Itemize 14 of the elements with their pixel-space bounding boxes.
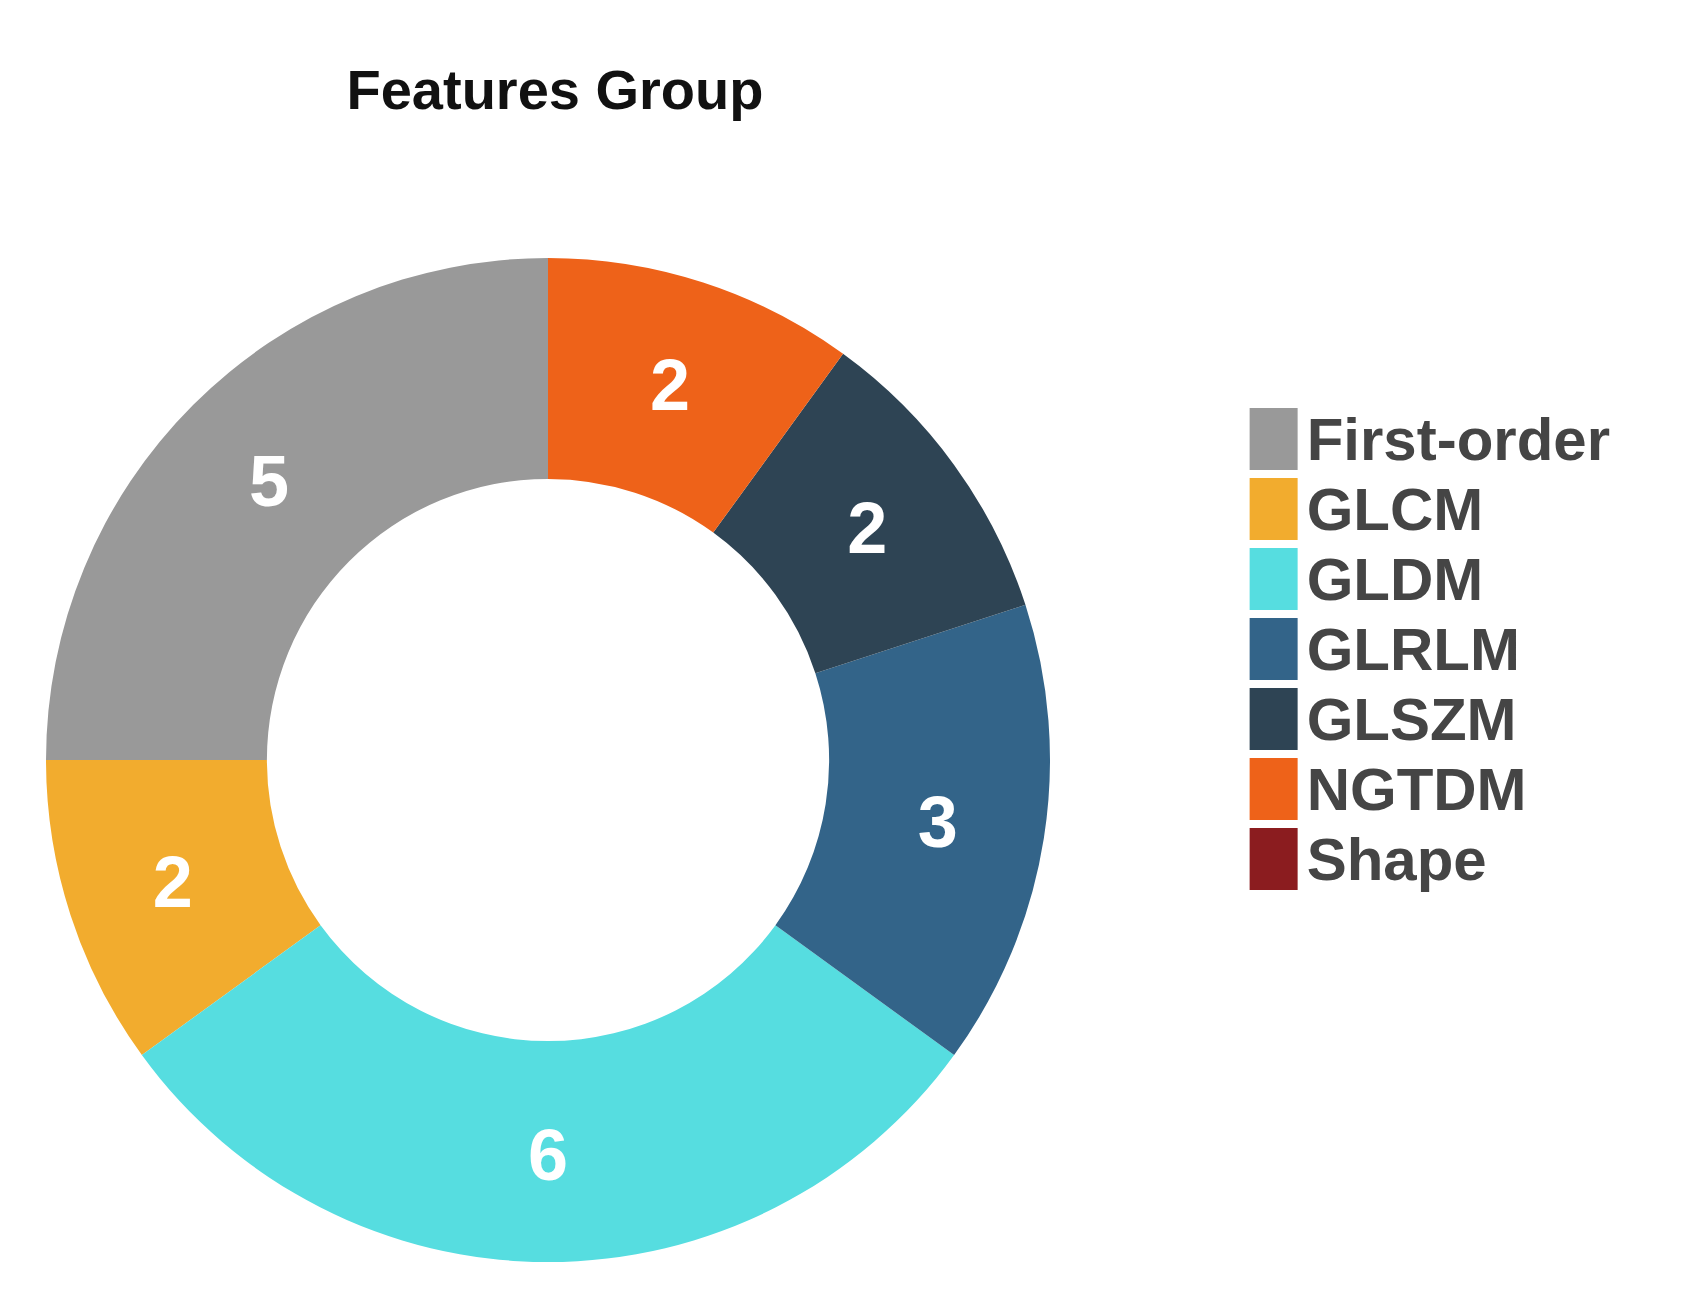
data-label: 2 — [847, 488, 888, 569]
legend-label: GLRLM — [1306, 615, 1520, 683]
data-label: 2 — [152, 841, 193, 922]
data-label: 3 — [917, 781, 958, 862]
legend-label: GLSZM — [1306, 685, 1517, 753]
data-label: 6 — [527, 1114, 569, 1195]
legend-label: First-order — [1306, 405, 1611, 473]
data-label: 2 — [649, 344, 690, 425]
data-label: 5 — [248, 441, 290, 521]
chart-title: Features Group — [346, 57, 764, 121]
legend-label: NGTDM — [1306, 755, 1527, 823]
legend-label: Shape — [1306, 825, 1487, 893]
legend-label: GLDM — [1306, 545, 1484, 613]
legend-label: GLCM — [1306, 475, 1484, 543]
